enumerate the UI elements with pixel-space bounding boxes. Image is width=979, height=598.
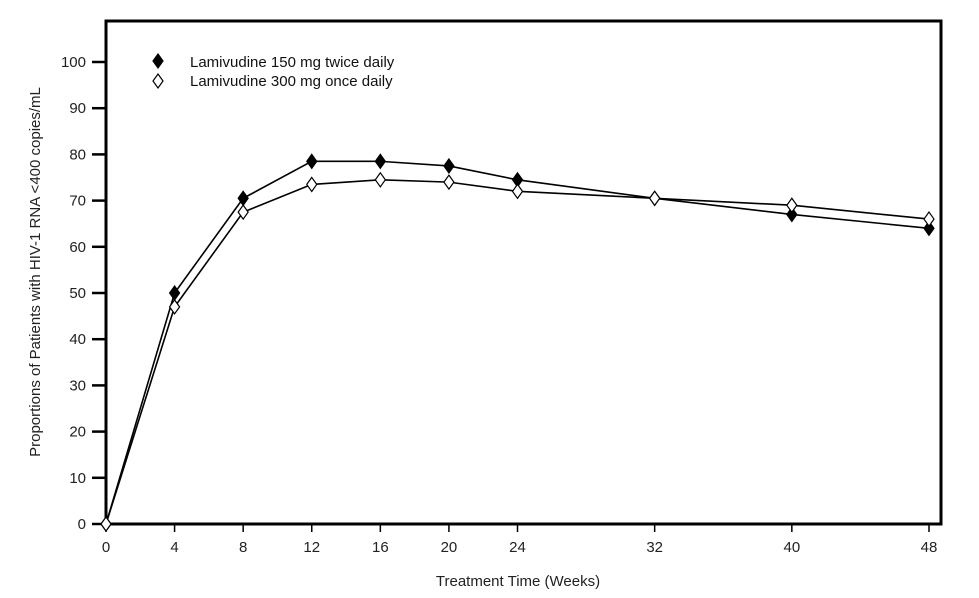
x-tick-label: 0 (102, 539, 110, 556)
data-point-filled-diamond (923, 220, 935, 237)
y-tick-label: 70 (69, 193, 86, 210)
data-point-open-diamond (237, 204, 249, 221)
series-line (105, 179, 930, 525)
legend: Lamivudine 150 mg twice daily Lamivudine… (152, 52, 395, 90)
y-axis: 0 10 20 30 40 50 60 70 80 90 100 (61, 54, 106, 533)
series-line (105, 160, 930, 525)
series-markers-1 (100, 171, 935, 533)
series-layer (100, 153, 935, 533)
data-point-open-diamond (511, 183, 524, 200)
data-point-open-diamond (168, 298, 181, 315)
x-tick-label: 4 (170, 539, 178, 556)
data-point-open-diamond (923, 211, 935, 228)
x-axis: 0 4 8 12 16 20 24 32 40 48 (102, 524, 938, 556)
data-point-open-diamond (786, 197, 798, 214)
x-tick-label: 48 (921, 539, 938, 556)
x-tick-label: 24 (509, 539, 526, 556)
plot-frame (104, 19, 943, 526)
y-tick-label: 20 (69, 424, 86, 441)
y-tick-label: 90 (69, 100, 86, 117)
data-point-open-diamond (306, 176, 318, 193)
series-1 (105, 179, 930, 525)
y-tick-label: 30 (69, 377, 86, 394)
x-tick-label: 40 (783, 539, 800, 556)
legend-item-once-daily: Lamivudine 300 mg once daily (152, 72, 393, 90)
legend-item-twice-daily: Lamivudine 150 mg twice daily (152, 52, 395, 71)
x-tick-label: 20 (441, 539, 458, 556)
data-point-filled-diamond (443, 157, 455, 174)
data-point-filled-diamond (306, 153, 318, 170)
x-tick-label: 32 (646, 539, 663, 556)
data-point-filled-diamond (786, 206, 798, 223)
x-tick-label: 12 (303, 539, 320, 556)
x-tick-label: 8 (239, 539, 247, 556)
series-0 (105, 160, 930, 525)
data-point-open-diamond (100, 515, 112, 533)
y-tick-label: 10 (69, 470, 86, 487)
y-axis-title: Proportions of Patients with HIV-1 RNA <… (27, 87, 44, 457)
y-tick-label: 0 (78, 516, 86, 533)
x-tick-label: 16 (372, 539, 389, 556)
series-markers-0 (100, 153, 935, 533)
data-point-filled-diamond (374, 153, 387, 170)
legend-label: Lamivudine 300 mg once daily (190, 73, 393, 90)
y-tick-label: 50 (69, 285, 86, 302)
data-point-open-diamond (648, 190, 661, 207)
legend-label: Lamivudine 150 mg twice daily (190, 54, 395, 71)
x-axis-title: Treatment Time (Weeks) (436, 573, 600, 590)
open-diamond-icon (152, 72, 164, 90)
y-tick-label: 40 (69, 331, 86, 348)
y-tick-label: 100 (61, 54, 86, 71)
y-tick-label: 80 (69, 146, 86, 163)
y-tick-label: 60 (69, 239, 86, 256)
data-point-open-diamond (443, 174, 455, 191)
data-point-open-diamond (374, 171, 387, 188)
filled-diamond-icon (152, 52, 164, 70)
